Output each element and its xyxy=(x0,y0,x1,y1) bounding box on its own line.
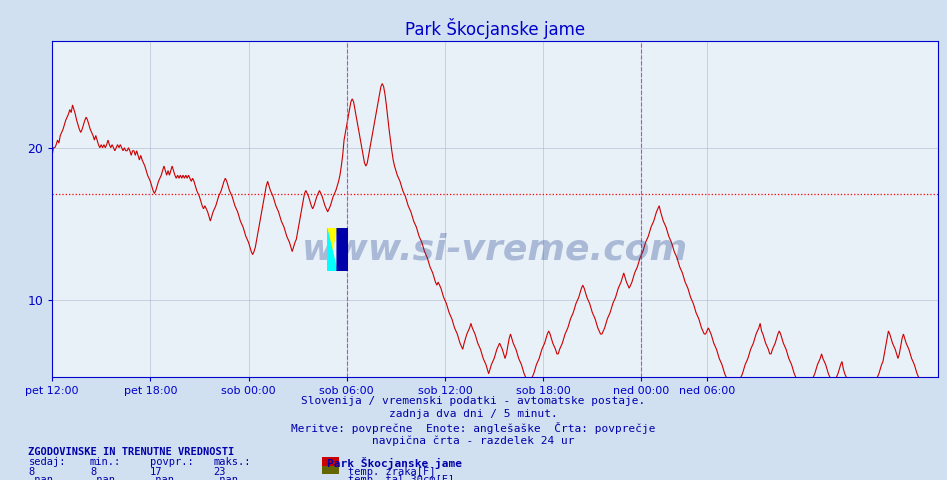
Polygon shape xyxy=(327,228,337,271)
Text: Park Škocjanske jame: Park Škocjanske jame xyxy=(327,457,462,469)
Text: -nan: -nan xyxy=(213,475,238,480)
Text: zadnja dva dni / 5 minut.: zadnja dva dni / 5 minut. xyxy=(389,409,558,419)
Text: -nan: -nan xyxy=(28,475,53,480)
Text: sedaj:: sedaj: xyxy=(28,457,66,467)
Text: 23: 23 xyxy=(213,467,225,477)
Polygon shape xyxy=(327,228,337,271)
Text: 8: 8 xyxy=(28,467,35,477)
Text: povpr.:: povpr.: xyxy=(150,457,193,467)
Text: Slovenija / vremenski podatki - avtomatske postaje.: Slovenija / vremenski podatki - avtomats… xyxy=(301,396,646,406)
Text: www.si-vreme.com: www.si-vreme.com xyxy=(302,232,688,266)
Text: navpična črta - razdelek 24 ur: navpična črta - razdelek 24 ur xyxy=(372,435,575,446)
Text: -nan: -nan xyxy=(90,475,115,480)
Text: ZGODOVINSKE IN TRENUTNE VREDNOSTI: ZGODOVINSKE IN TRENUTNE VREDNOSTI xyxy=(28,447,235,457)
Text: 17: 17 xyxy=(150,467,162,477)
Polygon shape xyxy=(337,228,348,271)
Text: maks.:: maks.: xyxy=(213,457,251,467)
Text: -nan: -nan xyxy=(150,475,174,480)
Title: Park Škocjanske jame: Park Škocjanske jame xyxy=(404,18,585,39)
Text: temp. tal 30cm[F]: temp. tal 30cm[F] xyxy=(348,475,454,480)
Text: min.:: min.: xyxy=(90,457,121,467)
Text: Meritve: povprečne  Enote: anglešaške  Črta: povprečje: Meritve: povprečne Enote: anglešaške Črt… xyxy=(292,422,655,434)
Text: 8: 8 xyxy=(90,467,97,477)
Text: temp. zraka[F]: temp. zraka[F] xyxy=(348,467,435,477)
Polygon shape xyxy=(337,228,348,271)
